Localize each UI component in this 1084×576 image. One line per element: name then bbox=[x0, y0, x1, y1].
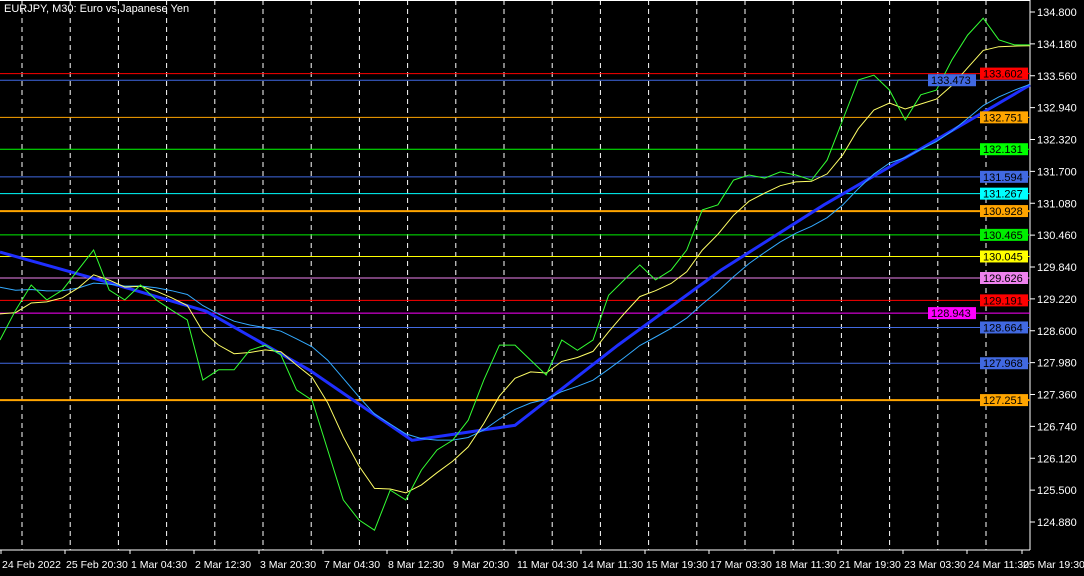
y-tick-label: 127.360 bbox=[1037, 390, 1077, 402]
price-level-label-box bbox=[928, 74, 976, 87]
price-level-label-box bbox=[980, 394, 1028, 407]
x-tick-label: 3 Mar 20:30 bbox=[260, 559, 316, 571]
price-level-label-box bbox=[980, 294, 1028, 307]
price-level-label: 133.473 bbox=[931, 75, 971, 87]
y-tick-label: 133.560 bbox=[1037, 71, 1077, 83]
price-level-label: 131.267 bbox=[983, 189, 1023, 201]
y-tick-label: 132.940 bbox=[1037, 103, 1077, 115]
price-level-label-box bbox=[980, 143, 1028, 156]
price-level-label: 132.751 bbox=[983, 112, 1023, 124]
price-level-label: 128.664 bbox=[983, 322, 1023, 334]
y-tick-label: 125.500 bbox=[1037, 485, 1077, 497]
y-tick-label: 127.980 bbox=[1037, 358, 1077, 370]
y-tick-label: 124.880 bbox=[1037, 517, 1077, 529]
y-tick-label: 134.180 bbox=[1037, 39, 1077, 51]
price-line bbox=[0, 17, 1030, 531]
price-level-label-box bbox=[980, 67, 1028, 80]
y-tick-label: 128.600 bbox=[1037, 326, 1077, 338]
medium-moving-average-line bbox=[0, 83, 1031, 441]
y-tick-label: 131.700 bbox=[1037, 166, 1077, 178]
price-level-label: 131.594 bbox=[983, 172, 1023, 184]
price-level-label: 130.465 bbox=[983, 230, 1023, 242]
x-tick-label: 2 Mar 12:30 bbox=[195, 559, 251, 571]
x-tick-label: 25 Feb 20:30 bbox=[66, 559, 128, 571]
price-level-label: 133.602 bbox=[983, 69, 1023, 81]
y-tick-label: 126.120 bbox=[1037, 453, 1077, 465]
price-level-label: 132.131 bbox=[983, 144, 1023, 156]
y-tick-label: 129.220 bbox=[1037, 294, 1077, 306]
x-tick-label: 8 Mar 12:30 bbox=[388, 559, 444, 571]
price-level-label-box bbox=[980, 272, 1028, 285]
price-level-label: 130.928 bbox=[983, 206, 1023, 218]
y-tick-label: 134.800 bbox=[1037, 7, 1077, 19]
y-tick-label: 130.460 bbox=[1037, 230, 1077, 242]
price-level-label: 128.943 bbox=[931, 308, 971, 320]
price-level-label: 127.251 bbox=[983, 395, 1023, 407]
slow-moving-average-line bbox=[0, 83, 1031, 442]
price-level-label-box bbox=[980, 111, 1028, 124]
chart-title: EURJPY, M30: Euro vs Japanese Yen bbox=[4, 3, 190, 15]
price-level-label: 130.045 bbox=[983, 251, 1023, 263]
x-tick-label: 24 Feb 2022 bbox=[2, 559, 61, 571]
price-level-label-box bbox=[980, 228, 1028, 241]
x-tick-label: 24 Mar 11:30 bbox=[968, 559, 1029, 571]
x-tick-label: 23 Mar 03:30 bbox=[904, 559, 966, 571]
x-tick-label: 11 Mar 04:30 bbox=[517, 559, 578, 571]
price-level-label-box bbox=[980, 205, 1028, 218]
price-level-label-box bbox=[980, 187, 1028, 200]
price-level-label: 127.968 bbox=[983, 358, 1023, 370]
x-tick-label: 7 Mar 04:30 bbox=[324, 559, 380, 571]
price-level-label: 129.626 bbox=[983, 273, 1023, 285]
y-tick-label: 129.840 bbox=[1037, 262, 1077, 274]
y-tick-label: 132.320 bbox=[1037, 135, 1077, 147]
x-tick-label: 1 Mar 04:30 bbox=[131, 559, 187, 571]
x-tick-label: 21 Mar 19:30 bbox=[839, 559, 901, 571]
price-level-label-box bbox=[980, 321, 1028, 334]
y-tick-label: 126.740 bbox=[1037, 421, 1077, 433]
x-tick-label: 17 Mar 03:30 bbox=[710, 559, 772, 571]
price-level-label: 129.191 bbox=[983, 295, 1023, 307]
x-tick-label: 9 Mar 20:30 bbox=[453, 559, 509, 571]
price-level-label-box bbox=[980, 170, 1028, 183]
x-tick-label: 25 Mar 19:30 bbox=[1023, 559, 1084, 571]
y-tick-label: 131.080 bbox=[1037, 198, 1077, 210]
price-level-label-box bbox=[980, 357, 1028, 370]
price-level-label-box bbox=[928, 307, 976, 320]
fast-moving-average-line bbox=[0, 45, 1031, 494]
x-tick-label: 18 Mar 11:30 bbox=[775, 559, 836, 571]
x-tick-label: 15 Mar 19:30 bbox=[646, 559, 708, 571]
x-tick-label: 14 Mar 11:30 bbox=[582, 559, 643, 571]
price-level-label-box bbox=[980, 250, 1028, 263]
